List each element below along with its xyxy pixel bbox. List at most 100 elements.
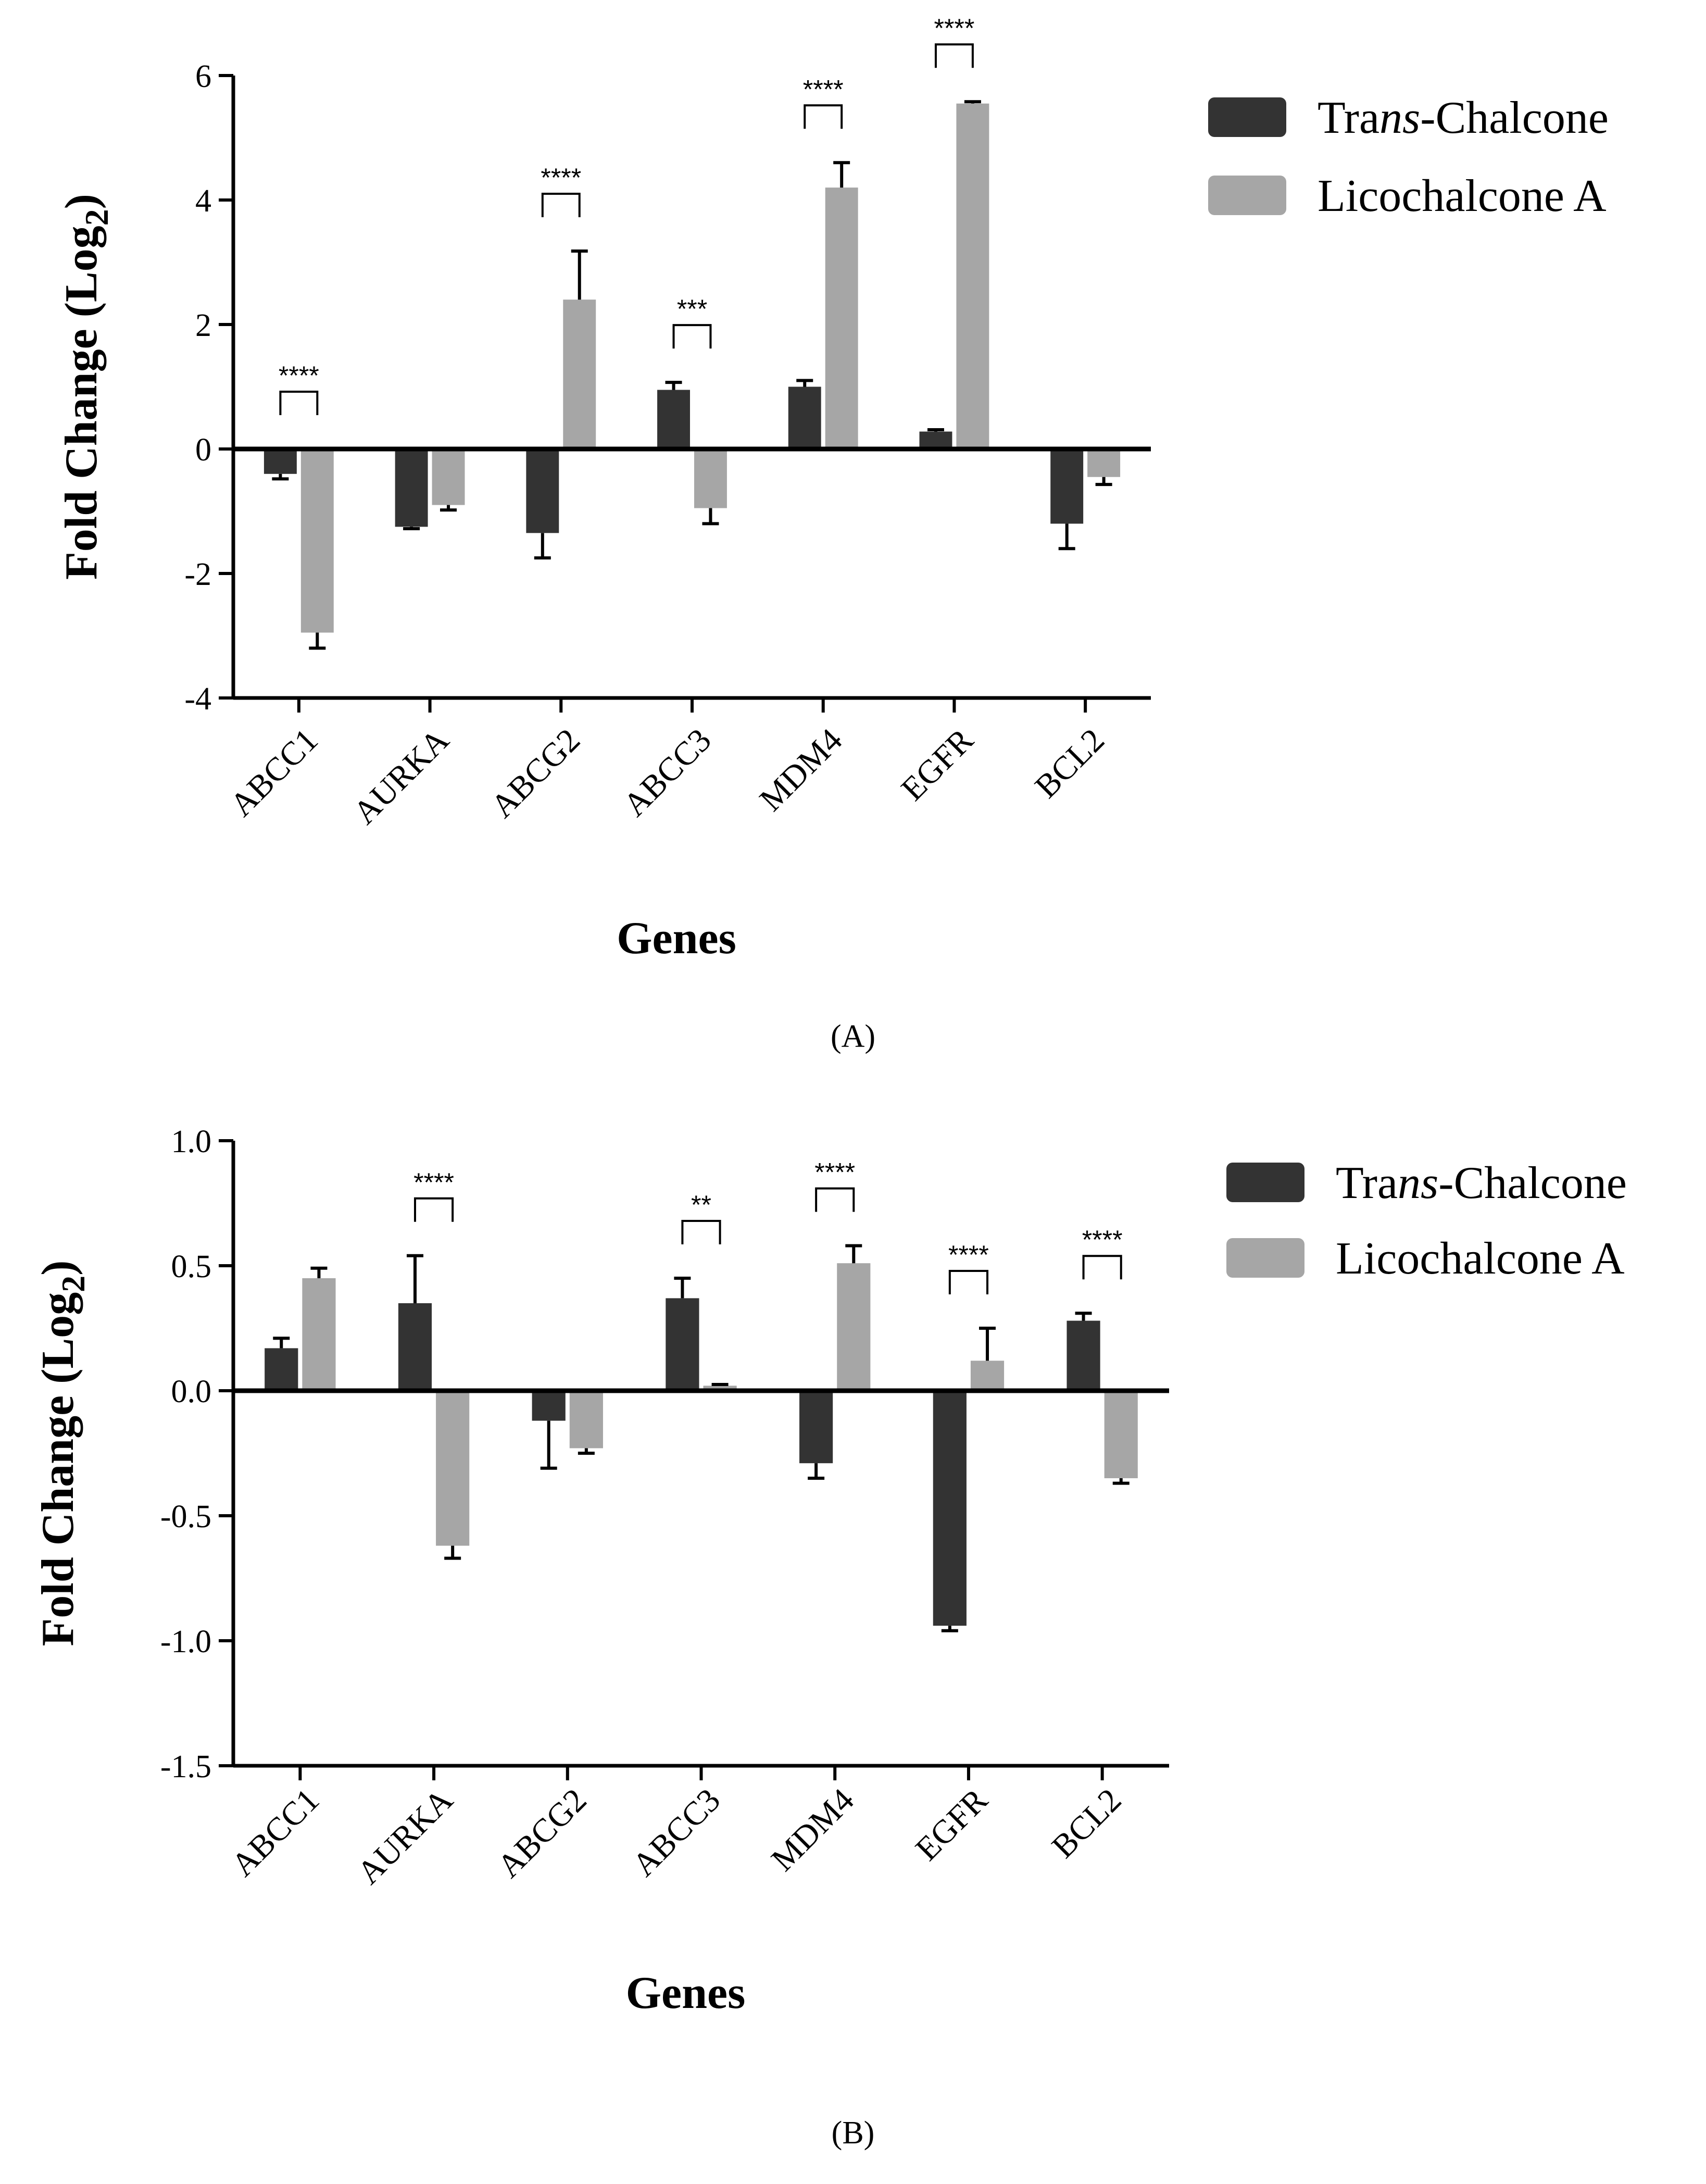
legend: Trans-Chalcone Licochalcone A bbox=[1226, 1158, 1627, 1284]
y-axis-title-subscript: 2 bbox=[78, 209, 115, 226]
legend-label-italic: ns bbox=[1398, 1158, 1438, 1208]
bar bbox=[1067, 1320, 1100, 1391]
bracket-line bbox=[413, 1197, 454, 1222]
significance-bracket: **** bbox=[1082, 1225, 1123, 1280]
bar bbox=[398, 1303, 432, 1391]
bracket-line bbox=[934, 43, 974, 68]
significance-bracket: **** bbox=[279, 361, 319, 415]
category-label: EGFR bbox=[894, 721, 980, 807]
bar bbox=[300, 449, 334, 633]
y-tick-label: 2 bbox=[195, 308, 211, 343]
legend-label-part: Tra bbox=[1336, 1158, 1398, 1208]
bar bbox=[532, 1391, 566, 1421]
bar bbox=[970, 1361, 1005, 1391]
series-trans-chalcone bbox=[265, 1254, 1100, 1632]
significance-label: **** bbox=[948, 1240, 989, 1269]
significance-label: **** bbox=[541, 163, 581, 192]
y-axis-title-close: ) bbox=[33, 1261, 83, 1276]
category-label: AURKA bbox=[350, 1781, 460, 1891]
y-tick-label: -4 bbox=[184, 681, 211, 717]
series-licochalcone-a bbox=[302, 1244, 1138, 1560]
y-axis-title-subscript: 2 bbox=[55, 1276, 92, 1292]
significance-label: **** bbox=[413, 1168, 454, 1197]
bar bbox=[265, 1348, 298, 1391]
y-tick-label: -1.0 bbox=[160, 1624, 211, 1659]
category-label: ABCC3 bbox=[625, 1781, 727, 1883]
legend-label: Licochalcone A bbox=[1318, 171, 1607, 221]
legend-swatch bbox=[1226, 1163, 1304, 1202]
category-label: AURKA bbox=[346, 721, 456, 831]
y-tick-label: 0 bbox=[195, 432, 211, 468]
panel-label: (A) bbox=[831, 1019, 875, 1054]
bar bbox=[933, 1391, 967, 1626]
bar bbox=[302, 1278, 336, 1391]
bar bbox=[919, 431, 952, 449]
bar bbox=[666, 1298, 699, 1391]
bar bbox=[563, 299, 596, 449]
bracket-line bbox=[804, 104, 843, 129]
legend-label-part: Licochalcone A bbox=[1336, 1233, 1625, 1284]
y-tick-label: -0.5 bbox=[160, 1499, 211, 1534]
significance-label: **** bbox=[814, 1158, 855, 1187]
significance-label: **** bbox=[934, 14, 975, 43]
y-axis-title: Fold Change (Log2) bbox=[33, 1261, 92, 1646]
legend-label-part: Licochalcone A bbox=[1318, 171, 1607, 221]
category-label: EGFR bbox=[908, 1781, 995, 1867]
panel-label: (B) bbox=[832, 2115, 875, 2151]
significance-bracket: **** bbox=[948, 1240, 989, 1294]
legend-label-part: -Chalcone bbox=[1420, 93, 1609, 143]
series-licochalcone-a bbox=[300, 100, 1121, 650]
y-tick-label: -2 bbox=[184, 557, 211, 592]
bar bbox=[569, 1391, 603, 1449]
y-tick-label: 4 bbox=[195, 183, 211, 219]
category-label: ABCC1 bbox=[223, 721, 325, 823]
x-axis-title: Genes bbox=[626, 1968, 746, 2018]
bracket-line bbox=[672, 324, 712, 349]
y-axis-title-main: Fold Change (Log bbox=[33, 1292, 83, 1646]
y-axis-title: Fold Change (Log2) bbox=[56, 194, 115, 580]
y-tick-label: 0.0 bbox=[171, 1374, 212, 1409]
bar bbox=[432, 449, 465, 505]
significance-bracket: **** bbox=[814, 1158, 855, 1212]
significance-bracket: *** bbox=[672, 294, 712, 349]
bracket-line bbox=[279, 391, 319, 415]
significance-bracket: **** bbox=[934, 14, 975, 68]
bar bbox=[1104, 1391, 1138, 1478]
legend: Trans-Chalcone Licochalcone A bbox=[1208, 93, 1609, 221]
category-label: MDM4 bbox=[752, 721, 849, 818]
bracket-line bbox=[541, 192, 581, 217]
bar bbox=[788, 386, 821, 449]
significance-bracket: **** bbox=[541, 163, 581, 217]
category-label: BCL2 bbox=[1045, 1781, 1128, 1865]
bar bbox=[526, 449, 559, 533]
category-label: BCL2 bbox=[1027, 721, 1111, 805]
bracket-line bbox=[948, 1270, 989, 1294]
y-axis-title-main: Fold Change (Log bbox=[56, 226, 107, 580]
bar bbox=[1050, 449, 1084, 524]
significance-bracket: **** bbox=[803, 74, 844, 129]
significance-label: ** bbox=[691, 1190, 711, 1219]
y-tick-label: 1.0 bbox=[171, 1124, 212, 1159]
significance-label: **** bbox=[1082, 1225, 1123, 1254]
y-tick-label: 6 bbox=[195, 59, 211, 94]
bar bbox=[1087, 449, 1121, 477]
legend-label: Licochalcone A bbox=[1336, 1233, 1625, 1284]
bar bbox=[956, 103, 989, 449]
y-tick-label: -1.5 bbox=[160, 1749, 211, 1784]
legend-label-part: -Chalcone bbox=[1438, 1158, 1627, 1208]
legend-label: Trans-Chalcone bbox=[1318, 93, 1609, 143]
legend-swatch bbox=[1208, 97, 1286, 137]
legend-label: Trans-Chalcone bbox=[1336, 1158, 1627, 1208]
significance-label: **** bbox=[279, 361, 319, 390]
bar bbox=[395, 449, 428, 527]
bracket-line bbox=[815, 1187, 855, 1212]
significance-bracket: **** bbox=[413, 1168, 454, 1222]
significance-bracket: ** bbox=[681, 1190, 721, 1244]
bracket-line bbox=[681, 1220, 721, 1244]
chart-panel-b: ******************1.00.50.0-0.5-1.0-1.5A… bbox=[33, 1124, 1627, 2018]
x-axis-title: Genes bbox=[617, 913, 736, 964]
series-trans-chalcone bbox=[264, 379, 1084, 560]
category-label: ABCG2 bbox=[484, 721, 587, 825]
y-tick-label: 0.5 bbox=[171, 1249, 212, 1284]
bar bbox=[657, 390, 690, 449]
